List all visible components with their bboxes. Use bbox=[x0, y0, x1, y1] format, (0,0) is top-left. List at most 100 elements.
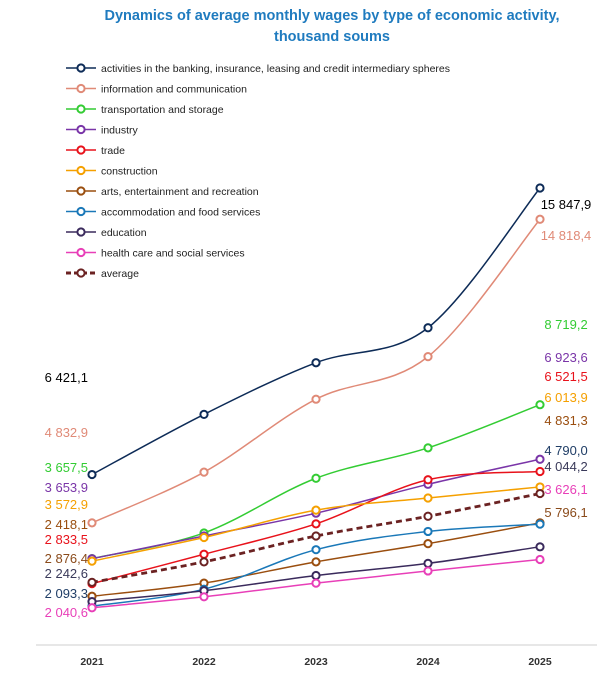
data-point bbox=[199, 532, 209, 543]
data-point bbox=[423, 323, 433, 333]
data-point bbox=[423, 566, 433, 576]
legend-swatch-marker bbox=[76, 63, 86, 73]
legend-item: activities in the banking, insurance, le… bbox=[66, 63, 450, 75]
data-point bbox=[311, 519, 321, 529]
series-start-label: 2 242,6 bbox=[45, 566, 88, 581]
legend-item: trade bbox=[66, 145, 125, 157]
legend-swatch-marker bbox=[76, 83, 86, 94]
series-start-label: 3 572,9 bbox=[45, 497, 88, 512]
series-start-label: 4 832,9 bbox=[45, 425, 88, 440]
legend-item: average bbox=[66, 268, 139, 280]
legend-label: transportation and storage bbox=[101, 104, 224, 116]
data-point bbox=[199, 467, 209, 477]
data-point bbox=[423, 443, 433, 453]
data-point bbox=[423, 539, 433, 549]
series-end-label: 3 626,1 bbox=[544, 482, 587, 497]
series-start-label: 2 876,4 bbox=[45, 551, 88, 566]
chart-title-line-2: thousand soums bbox=[274, 29, 390, 45]
legend-label: construction bbox=[101, 165, 158, 177]
series-line bbox=[91, 492, 541, 584]
legend-swatch-marker bbox=[76, 124, 86, 135]
data-point bbox=[535, 454, 545, 464]
legend-label: education bbox=[101, 227, 147, 239]
data-point bbox=[535, 400, 545, 410]
series-start-label: 3 657,5 bbox=[45, 460, 88, 475]
series-end-label: 14 818,4 bbox=[541, 228, 592, 243]
legend-label: accommodation and food services bbox=[101, 206, 260, 218]
x-tick-label: 2022 bbox=[192, 656, 216, 668]
x-tick-label: 2025 bbox=[528, 656, 552, 668]
legend-swatch-marker bbox=[76, 165, 86, 176]
x-tick-label: 2021 bbox=[80, 656, 104, 668]
data-point bbox=[87, 556, 97, 566]
series-end-label: 6 923,6 bbox=[544, 350, 587, 365]
legend-swatch-marker bbox=[76, 268, 86, 278]
legend-swatch-marker bbox=[76, 145, 86, 155]
data-point bbox=[311, 358, 321, 368]
data-point bbox=[423, 475, 433, 485]
data-point bbox=[535, 554, 545, 565]
series-points bbox=[87, 183, 545, 613]
legend-label: activities in the banking, insurance, le… bbox=[101, 63, 450, 75]
series-end-label: 5 796,1 bbox=[544, 505, 587, 520]
legend-item: health care and social services bbox=[66, 247, 245, 259]
data-point bbox=[423, 352, 433, 362]
data-labels: 6 421,1 15 847,9 4 832,9 14 818,4 3 657,5 8 7… bbox=[45, 197, 592, 620]
series-end-label: 4 831,3 bbox=[544, 413, 587, 428]
legend-item: arts, entertainment and recreation bbox=[66, 186, 259, 198]
legend-item: information and communication bbox=[66, 83, 247, 95]
legend-swatch-marker bbox=[76, 186, 86, 196]
data-point bbox=[87, 603, 97, 613]
legend-item: industry bbox=[66, 124, 139, 136]
data-point bbox=[199, 592, 209, 602]
data-point bbox=[87, 469, 97, 480]
data-point bbox=[423, 511, 433, 521]
legend-label: trade bbox=[101, 145, 125, 157]
series-end-label: 6 521,5 bbox=[544, 369, 587, 384]
data-point bbox=[535, 466, 545, 477]
series-end-label: 4 790,0 bbox=[544, 443, 587, 458]
data-point bbox=[535, 519, 545, 529]
legend-item: construction bbox=[66, 165, 158, 177]
chart-legend: activities in the banking, insurance, le… bbox=[66, 63, 450, 280]
data-point bbox=[423, 526, 433, 537]
data-point bbox=[199, 549, 209, 559]
series-end-label: 4 044,2 bbox=[544, 459, 587, 474]
legend-label: arts, entertainment and recreation bbox=[101, 186, 259, 198]
series-start-label: 3 653,9 bbox=[45, 480, 88, 495]
data-point bbox=[535, 183, 545, 193]
data-point bbox=[423, 558, 433, 568]
x-tick-label: 2024 bbox=[416, 656, 440, 668]
data-point bbox=[535, 214, 545, 224]
data-point bbox=[311, 545, 321, 555]
legend-swatch-marker bbox=[76, 227, 86, 237]
x-axis-ticks: 2021 2022 2023 2024 2025 bbox=[80, 656, 552, 668]
series-end-label: 6 013,9 bbox=[544, 390, 587, 405]
series-start-label: 2 093,3 bbox=[45, 586, 88, 601]
legend-swatch-marker bbox=[76, 206, 86, 217]
data-point bbox=[535, 542, 545, 552]
legend-swatch-marker bbox=[76, 247, 86, 258]
legend-label: health care and social services bbox=[101, 247, 245, 259]
legend-label: information and communication bbox=[101, 83, 247, 95]
chart-title-line-1: Dynamics of average monthly wages by typ… bbox=[104, 8, 559, 24]
legend-label: industry bbox=[101, 124, 139, 136]
series-end-label: 8 719,2 bbox=[544, 317, 587, 332]
data-point bbox=[535, 488, 545, 499]
data-point bbox=[199, 409, 209, 419]
data-point bbox=[87, 518, 97, 528]
series-end-label: 15 847,9 bbox=[541, 197, 592, 212]
series-start-label: 6 421,1 bbox=[45, 370, 88, 385]
data-point bbox=[311, 578, 321, 588]
data-point bbox=[311, 557, 321, 567]
data-point bbox=[311, 473, 321, 483]
data-point bbox=[311, 394, 321, 404]
series-start-label: 2 040,6 bbox=[45, 605, 88, 620]
data-point bbox=[423, 493, 433, 503]
legend-item: education bbox=[66, 227, 147, 239]
data-point bbox=[199, 557, 209, 567]
x-tick-label: 2023 bbox=[304, 656, 328, 668]
legend-label: average bbox=[101, 268, 139, 280]
series-start-label: 2 418,1 bbox=[45, 517, 88, 532]
